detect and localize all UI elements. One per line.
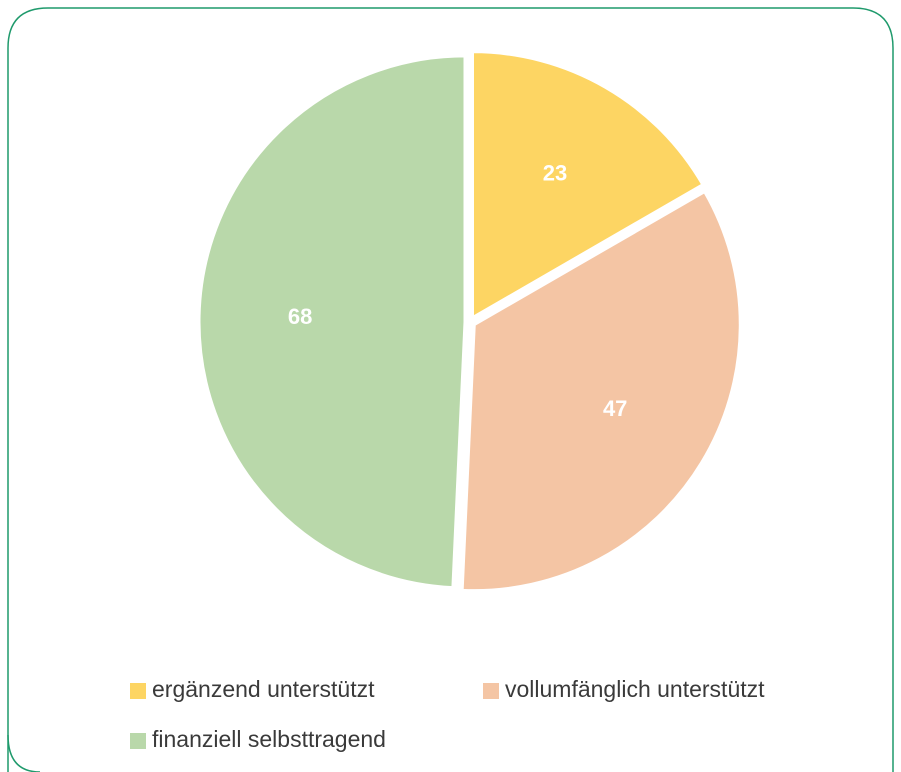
frame [7, 7, 894, 772]
legend-label: ergänzend unterstützt [152, 676, 375, 702]
pie-slice [460, 189, 742, 593]
slice-label: 47 [603, 396, 627, 421]
frame-corner [7, 734, 41, 772]
legend-label: vollumfänglich unterstützt [505, 676, 765, 702]
legend-label: finanziell selbsttragend [152, 726, 386, 752]
legend-swatch [483, 683, 499, 699]
pie-slice [197, 54, 467, 590]
slice-label: 23 [543, 161, 567, 186]
pie-slice [471, 50, 705, 321]
slice-label: 68 [288, 304, 312, 329]
legend-swatch [130, 733, 146, 749]
legend-swatch [130, 683, 146, 699]
